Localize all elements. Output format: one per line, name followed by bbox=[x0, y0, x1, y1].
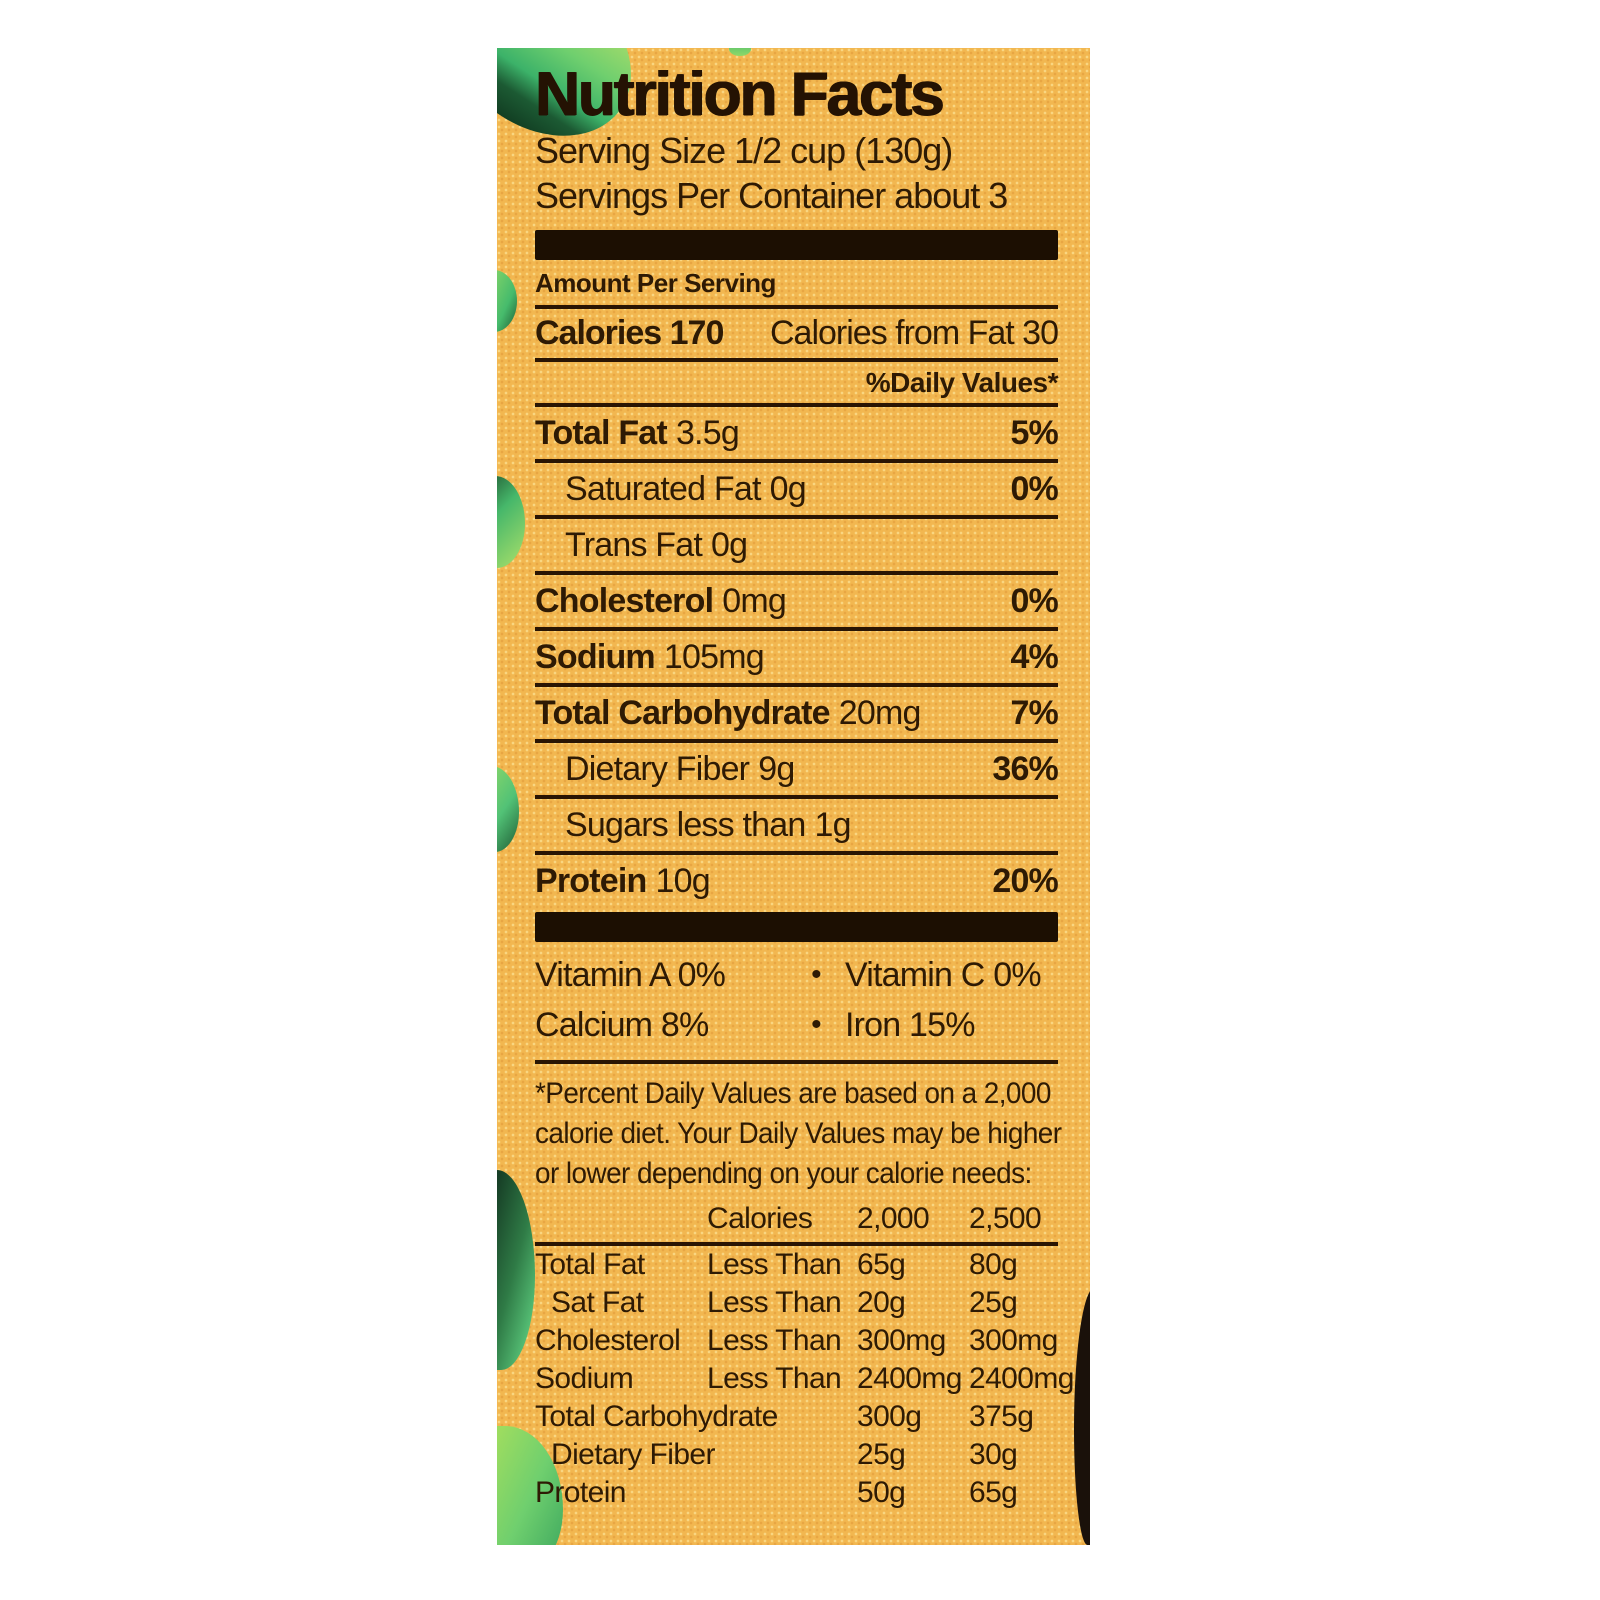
dv-table-row-cholesterol: Cholesterol Less Than 300mg 300mg bbox=[535, 1324, 1058, 1357]
nutrient-row-dietary-fiber: Dietary Fiber 9g 36% bbox=[535, 743, 1059, 799]
footnote-line: or lower depending on your calorie needs… bbox=[535, 1157, 1032, 1190]
dv-table-row-total-fat: Total Fat Less Than 65g 80g bbox=[535, 1248, 1018, 1281]
nutrient-row-sugars: Sugars less than 1g bbox=[535, 799, 1058, 855]
calories-from-fat: Calories from Fat 30 bbox=[770, 314, 1059, 352]
vitamin-c-value: Vitamin C 0% bbox=[845, 955, 1042, 994]
dv-header-2000: 2,000 bbox=[857, 1202, 930, 1235]
calories-row: Calories 170 Calories from Fat 30 bbox=[535, 309, 1059, 362]
dv-header-2500: 2,500 bbox=[969, 1202, 1042, 1235]
dv-table-row-sat-fat: Sat Fat Less Than 20g 25g bbox=[551, 1286, 1018, 1319]
iron-value: Iron 15% bbox=[845, 1005, 975, 1044]
jar-edge-shadow bbox=[1074, 1287, 1090, 1545]
calories-value: Calories 170 bbox=[535, 314, 724, 352]
vitamin-a-value: Vitamin A 0% bbox=[535, 955, 726, 994]
daily-values-table: Calories 2,000 2,500 Total Fat Less Than… bbox=[535, 1200, 1074, 1512]
divider-bar-bottom bbox=[535, 912, 1058, 942]
vitamin-row-2: Calcium 8% • Iron 15% bbox=[535, 1000, 1058, 1050]
leaf-decoration-upper bbox=[497, 270, 517, 332]
leaf-speck-top bbox=[729, 48, 751, 56]
dv-table-row-protein: Protein 50g 65g bbox=[535, 1476, 1018, 1509]
daily-values-header: %Daily Values* bbox=[535, 362, 1059, 407]
nutrient-row-protein: Protein 10g 20% bbox=[535, 861, 1059, 900]
daily-values-header-text: %Daily Values* bbox=[865, 366, 1059, 398]
vitamins-section: Vitamin A 0% • Vitamin C 0% Calcium 8% •… bbox=[535, 946, 1058, 1064]
nutrient-row-saturated-fat: Saturated Fat 0g 0% bbox=[535, 463, 1059, 519]
label-title: Nutrition Facts bbox=[535, 60, 944, 129]
dv-table-header: Calories 2,000 2,500 bbox=[535, 1200, 1058, 1246]
calcium-value: Calcium 8% bbox=[535, 1005, 709, 1044]
dv-table-row-total-carbohydrate: Total Carbohydrate 300g 375g bbox=[535, 1400, 1034, 1433]
nutrient-row-total-carbohydrate: Total Carbohydrate 20mg 7% bbox=[535, 687, 1059, 743]
nutrient-row-cholesterol: Cholesterol 0mg 0% bbox=[535, 575, 1059, 631]
footnote-line: *Percent Daily Values are based on a 2,0… bbox=[535, 1077, 1051, 1110]
dv-table-row-dietary-fiber: Dietary Fiber 25g 30g bbox=[551, 1438, 1018, 1471]
bullet-separator: • bbox=[811, 958, 822, 991]
nutrient-row-total-fat: Total Fat 3.5g 5% bbox=[535, 407, 1059, 463]
nutrient-row-sodium: Sodium 105mg 4% bbox=[535, 631, 1059, 687]
label-content: Nutrition Facts Serving Size 1/2 cup (13… bbox=[497, 48, 1090, 1512]
vitamin-row-1: Vitamin A 0% • Vitamin C 0% bbox=[535, 950, 1058, 1000]
bullet-separator: • bbox=[811, 1008, 822, 1041]
dv-header-calories: Calories bbox=[707, 1202, 813, 1235]
serving-size: Serving Size 1/2 cup (130g) bbox=[535, 130, 953, 171]
divider-bar-top bbox=[535, 230, 1058, 260]
servings-per-container: Servings Per Container about 3 bbox=[535, 175, 1008, 216]
nutrient-row-trans-fat: Trans Fat 0g bbox=[535, 519, 1058, 575]
leaf-decoration-middle bbox=[497, 766, 519, 852]
daily-values-footnote: *Percent Daily Values are based on a 2,0… bbox=[535, 1074, 1062, 1194]
footnote-line: calorie diet. Your Daily Values may be h… bbox=[535, 1117, 1062, 1150]
dv-table-row-sodium: Sodium Less Than 2400mg 2400mg bbox=[535, 1362, 1074, 1395]
amount-per-serving-heading: Amount Per Serving bbox=[535, 268, 1058, 309]
nutrition-label: Nutrition Facts Serving Size 1/2 cup (13… bbox=[497, 48, 1090, 1545]
